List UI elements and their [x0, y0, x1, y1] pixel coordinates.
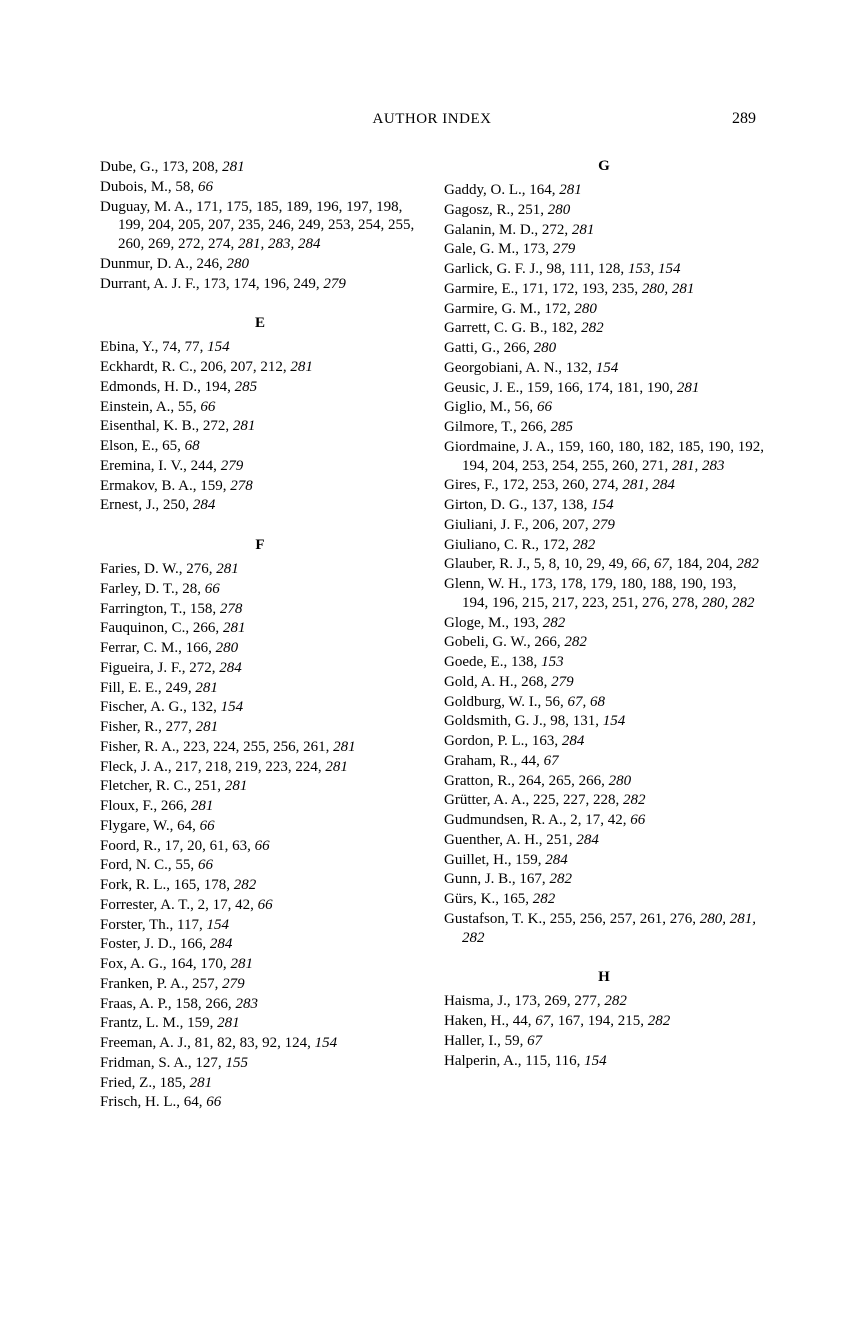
index-entry: Haken, H., 44, 67, 167, 194, 215, 282: [444, 1012, 764, 1031]
section-letter: H: [444, 969, 764, 986]
index-entry: Glauber, R. J., 5, 8, 10, 29, 49, 66, 67…: [444, 555, 764, 574]
index-entry: Ferrar, C. M., 166, 280: [100, 639, 420, 658]
section-letter: G: [444, 158, 764, 175]
index-entry: Fill, E. E., 249, 281: [100, 679, 420, 698]
index-entry: Garmire, G. M., 172, 280: [444, 300, 764, 319]
index-entry: Gale, G. M., 173, 279: [444, 240, 764, 259]
left-column: Dube, G., 173, 208, 281Dubois, M., 58, 6…: [100, 158, 420, 1113]
index-entry: Gürs, K., 165, 282: [444, 890, 764, 909]
index-entry: Einstein, A., 55, 66: [100, 398, 420, 417]
index-entry: Fisher, R. A., 223, 224, 255, 256, 261, …: [100, 738, 420, 757]
index-entry: Gatti, G., 266, 280: [444, 339, 764, 358]
header-title: AUTHOR INDEX: [108, 111, 716, 128]
section-letter: F: [100, 537, 420, 554]
right-column: G Gaddy, O. L., 164, 281Gagosz, R., 251, …: [444, 158, 764, 1113]
index-entry: Glenn, W. H., 173, 178, 179, 180, 188, 1…: [444, 575, 764, 613]
index-entry: Fischer, A. G., 132, 154: [100, 698, 420, 717]
index-entry: Franken, P. A., 257, 279: [100, 975, 420, 994]
index-entry: Gordon, P. L., 163, 284: [444, 732, 764, 751]
index-entry: Gagosz, R., 251, 280: [444, 201, 764, 220]
index-entry: Fox, A. G., 164, 170, 281: [100, 955, 420, 974]
index-entry: Fried, Z., 185, 281: [100, 1074, 420, 1093]
index-entry: Georgobiani, A. N., 132, 154: [444, 359, 764, 378]
page-number: 289: [716, 110, 756, 128]
index-entry: Fridman, S. A., 127, 155: [100, 1054, 420, 1073]
index-entry: Haisma, J., 173, 269, 277, 282: [444, 992, 764, 1011]
index-entry: Gratton, R., 264, 265, 266, 280: [444, 772, 764, 791]
index-entry: Eckhardt, R. C., 206, 207, 212, 281: [100, 358, 420, 377]
index-entry: Goede, E., 138, 153: [444, 653, 764, 672]
index-entry: Goldburg, W. I., 56, 67, 68: [444, 693, 764, 712]
index-entry: Ford, N. C., 55, 66: [100, 856, 420, 875]
index-entry: Figueira, J. F., 272, 284: [100, 659, 420, 678]
index-entry: Garlick, G. F. J., 98, 111, 128, 153, 15…: [444, 260, 764, 279]
index-entry: Farley, D. T., 28, 66: [100, 580, 420, 599]
index-entry: Faries, D. W., 276, 281: [100, 560, 420, 579]
index-entry: Grütter, A. A., 225, 227, 228, 282: [444, 791, 764, 810]
index-entry: Fauquinon, C., 266, 281: [100, 619, 420, 638]
index-entry: Graham, R., 44, 67: [444, 752, 764, 771]
index-entry: Gaddy, O. L., 164, 281: [444, 181, 764, 200]
index-entry: Farrington, T., 158, 278: [100, 600, 420, 619]
index-entry: Gunn, J. B., 167, 282: [444, 870, 764, 889]
index-entry: Giuliano, C. R., 172, 282: [444, 536, 764, 555]
index-entry: Frantz, L. M., 159, 281: [100, 1014, 420, 1033]
index-entry: Eisenthal, K. B., 272, 281: [100, 417, 420, 436]
index-entry: Geusic, J. E., 159, 166, 174, 181, 190, …: [444, 379, 764, 398]
index-entry: Fletcher, R. C., 251, 281: [100, 777, 420, 796]
page-header: AUTHOR INDEX 289: [100, 110, 764, 128]
index-entry: Forster, Th., 117, 154: [100, 916, 420, 935]
index-entry: Garrett, C. G. B., 182, 282: [444, 319, 764, 338]
index-entry: Gloge, M., 193, 282: [444, 614, 764, 633]
index-entry: Guenther, A. H., 251, 284: [444, 831, 764, 850]
index-entry: Edmonds, H. D., 194, 285: [100, 378, 420, 397]
index-entry: Ermakov, B. A., 159, 278: [100, 477, 420, 496]
index-entry: Eremina, I. V., 244, 279: [100, 457, 420, 476]
index-entry: Dunmur, D. A., 246, 280: [100, 255, 420, 274]
index-entry: Gold, A. H., 268, 279: [444, 673, 764, 692]
index-entry: Dube, G., 173, 208, 281: [100, 158, 420, 177]
index-entry: Foster, J. D., 166, 284: [100, 935, 420, 954]
index-entry: Girton, D. G., 137, 138, 154: [444, 496, 764, 515]
index-entry: Elson, E., 65, 68: [100, 437, 420, 456]
index-entry: Dubois, M., 58, 66: [100, 178, 420, 197]
index-entry: Gilmore, T., 266, 285: [444, 418, 764, 437]
index-entry: Fleck, J. A., 217, 218, 219, 223, 224, 2…: [100, 758, 420, 777]
index-entry: Flygare, W., 64, 66: [100, 817, 420, 836]
index-entry: Gires, F., 172, 253, 260, 274, 281, 284: [444, 476, 764, 495]
index-columns: Dube, G., 173, 208, 281Dubois, M., 58, 6…: [100, 158, 764, 1113]
index-entry: Gustafson, T. K., 255, 256, 257, 261, 27…: [444, 910, 764, 948]
index-entry: Floux, F., 266, 281: [100, 797, 420, 816]
index-entry: Giuliani, J. F., 206, 207, 279: [444, 516, 764, 535]
index-entry: Halperin, A., 115, 116, 154: [444, 1052, 764, 1071]
index-entry: Gobeli, G. W., 266, 282: [444, 633, 764, 652]
index-entry: Fisher, R., 277, 281: [100, 718, 420, 737]
index-entry: Frisch, H. L., 64, 66: [100, 1093, 420, 1112]
index-entry: Durrant, A. J. F., 173, 174, 196, 249, 2…: [100, 275, 420, 294]
index-entry: Ernest, J., 250, 284: [100, 496, 420, 515]
index-entry: Freeman, A. J., 81, 82, 83, 92, 124, 154: [100, 1034, 420, 1053]
index-entry: Forrester, A. T., 2, 17, 42, 66: [100, 896, 420, 915]
index-entry: Guillet, H., 159, 284: [444, 851, 764, 870]
index-entry: Fork, R. L., 165, 178, 282: [100, 876, 420, 895]
index-entry: Goldsmith, G. J., 98, 131, 154: [444, 712, 764, 731]
section-letter: E: [100, 315, 420, 332]
index-entry: Foord, R., 17, 20, 61, 63, 66: [100, 837, 420, 856]
index-entry: Duguay, M. A., 171, 175, 185, 189, 196, …: [100, 198, 420, 254]
index-entry: Gudmundsen, R. A., 2, 17, 42, 66: [444, 811, 764, 830]
index-entry: Galanin, M. D., 272, 281: [444, 221, 764, 240]
index-entry: Haller, I., 59, 67: [444, 1032, 764, 1051]
index-entry: Giordmaine, J. A., 159, 160, 180, 182, 1…: [444, 438, 764, 476]
index-entry: Ebina, Y., 74, 77, 154: [100, 338, 420, 357]
index-entry: Fraas, A. P., 158, 266, 283: [100, 995, 420, 1014]
index-entry: Garmire, E., 171, 172, 193, 235, 280, 28…: [444, 280, 764, 299]
index-entry: Giglio, M., 56, 66: [444, 398, 764, 417]
